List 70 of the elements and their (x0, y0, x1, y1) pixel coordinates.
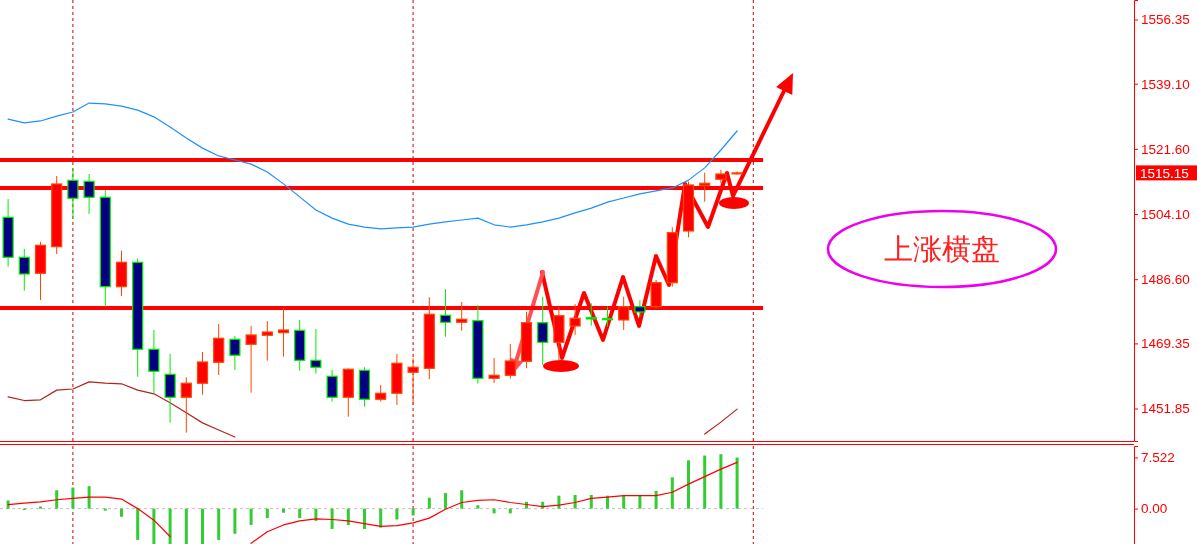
bar (379, 508, 383, 528)
bar (735, 457, 739, 509)
y-tick-label: 1556.35 (1141, 12, 1190, 28)
candlestick (634, 299, 646, 318)
bar (265, 508, 269, 519)
bar (87, 486, 91, 509)
candlestick (229, 335, 241, 371)
bar (233, 508, 237, 534)
bar (395, 508, 399, 520)
candlestick (196, 351, 209, 396)
candlestick (245, 325, 257, 394)
bar (573, 495, 577, 509)
bar (152, 508, 156, 544)
bar (136, 508, 140, 540)
annotation: 上涨横盘 (884, 232, 1000, 266)
bar (249, 508, 253, 525)
bar (703, 455, 707, 509)
bar (201, 508, 204, 544)
candlestick (537, 296, 549, 366)
y-tick-label: 0.00 (1141, 501, 1168, 517)
bar (638, 495, 642, 509)
y-tick-label: 1469.35 (1141, 336, 1190, 352)
bar (427, 497, 431, 509)
candlestick (180, 376, 192, 434)
candlestick (715, 169, 727, 184)
bar (670, 477, 674, 509)
bar (120, 508, 123, 517)
bar (71, 487, 75, 509)
candlestick (488, 357, 500, 384)
candlestick (261, 320, 273, 362)
bar (687, 460, 690, 509)
candlestick (67, 167, 79, 219)
candlestick (601, 306, 614, 328)
candlestick (310, 328, 322, 375)
bar (330, 508, 334, 530)
candlestick (585, 302, 597, 327)
bar (298, 508, 302, 519)
line-series (7, 102, 738, 230)
y-tick-label: 1504.10 (1141, 206, 1190, 222)
candlestick (326, 369, 338, 403)
candlestick (148, 329, 160, 394)
candlestick (439, 288, 452, 338)
candlestick (407, 357, 419, 406)
bar (39, 506, 42, 509)
y-tick-label: 1451.85 (1141, 401, 1190, 417)
candlestick (164, 353, 176, 424)
bar (55, 490, 59, 509)
bar (217, 508, 221, 540)
candlestick (83, 173, 95, 215)
y-tick-label: 1539.10 (1141, 76, 1190, 92)
candlestick (18, 248, 30, 292)
bar (654, 490, 658, 509)
bar (103, 508, 107, 511)
bar (476, 505, 480, 509)
bar (168, 508, 172, 544)
y-tick-label: 1486.60 (1141, 271, 1190, 287)
y-tick-label: 1521.60 (1141, 141, 1190, 157)
bar (589, 495, 593, 509)
bar (622, 495, 626, 509)
bar (363, 508, 366, 530)
bar (719, 454, 723, 509)
candlestick (504, 343, 516, 380)
candlestick (213, 323, 225, 376)
bar (460, 490, 464, 509)
text: 1515.15 (1140, 165, 1189, 181)
bar (282, 508, 285, 513)
bar (411, 508, 415, 516)
bar (444, 492, 447, 509)
bar (184, 508, 188, 544)
y-tick-label: 7.522 (1141, 450, 1175, 466)
